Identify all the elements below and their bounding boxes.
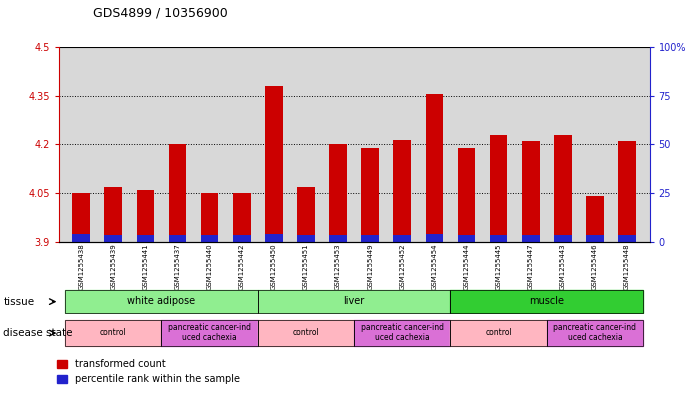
Bar: [104, 187, 122, 242]
Bar: [393, 235, 411, 242]
Bar: [586, 235, 604, 242]
Bar: [265, 233, 283, 242]
Bar: [361, 148, 379, 242]
Bar: [201, 193, 218, 242]
Text: disease state: disease state: [3, 328, 73, 338]
Bar: [169, 235, 187, 242]
Bar: [297, 235, 315, 242]
Bar: [554, 235, 571, 242]
Text: pancreatic cancer-ind
uced cachexia: pancreatic cancer-ind uced cachexia: [553, 323, 636, 342]
Bar: [361, 235, 379, 242]
Text: white adipose: white adipose: [127, 296, 196, 306]
Legend: transformed count, percentile rank within the sample: transformed count, percentile rank withi…: [53, 356, 243, 388]
Bar: [73, 233, 90, 242]
FancyBboxPatch shape: [451, 320, 547, 346]
Text: control: control: [292, 328, 319, 337]
Bar: [233, 193, 251, 242]
Bar: [201, 235, 218, 242]
FancyBboxPatch shape: [65, 290, 258, 313]
Text: liver: liver: [343, 296, 365, 306]
Bar: [426, 233, 443, 242]
FancyBboxPatch shape: [162, 320, 258, 346]
FancyBboxPatch shape: [65, 320, 162, 346]
Bar: [265, 86, 283, 242]
Bar: [490, 135, 507, 242]
FancyBboxPatch shape: [547, 320, 643, 346]
Bar: [169, 145, 187, 242]
Text: muscle: muscle: [529, 296, 565, 306]
Bar: [554, 135, 571, 242]
Bar: [329, 235, 347, 242]
Bar: [490, 235, 507, 242]
Text: GDS4899 / 10356900: GDS4899 / 10356900: [93, 7, 228, 20]
Bar: [329, 145, 347, 242]
Bar: [104, 235, 122, 242]
Bar: [457, 148, 475, 242]
Text: control: control: [100, 328, 126, 337]
FancyBboxPatch shape: [258, 320, 354, 346]
Bar: [393, 140, 411, 242]
Bar: [522, 235, 540, 242]
Text: control: control: [485, 328, 512, 337]
Bar: [297, 187, 315, 242]
Bar: [73, 193, 90, 242]
Bar: [457, 235, 475, 242]
FancyBboxPatch shape: [354, 320, 451, 346]
Bar: [137, 190, 154, 242]
FancyBboxPatch shape: [451, 290, 643, 313]
FancyBboxPatch shape: [258, 290, 451, 313]
Text: pancreatic cancer-ind
uced cachexia: pancreatic cancer-ind uced cachexia: [361, 323, 444, 342]
Bar: [426, 94, 443, 242]
Bar: [586, 196, 604, 242]
Text: tissue: tissue: [3, 297, 35, 307]
Bar: [618, 235, 636, 242]
Bar: [137, 235, 154, 242]
Bar: [522, 141, 540, 242]
Bar: [618, 141, 636, 242]
Text: pancreatic cancer-ind
uced cachexia: pancreatic cancer-ind uced cachexia: [168, 323, 251, 342]
Bar: [233, 235, 251, 242]
